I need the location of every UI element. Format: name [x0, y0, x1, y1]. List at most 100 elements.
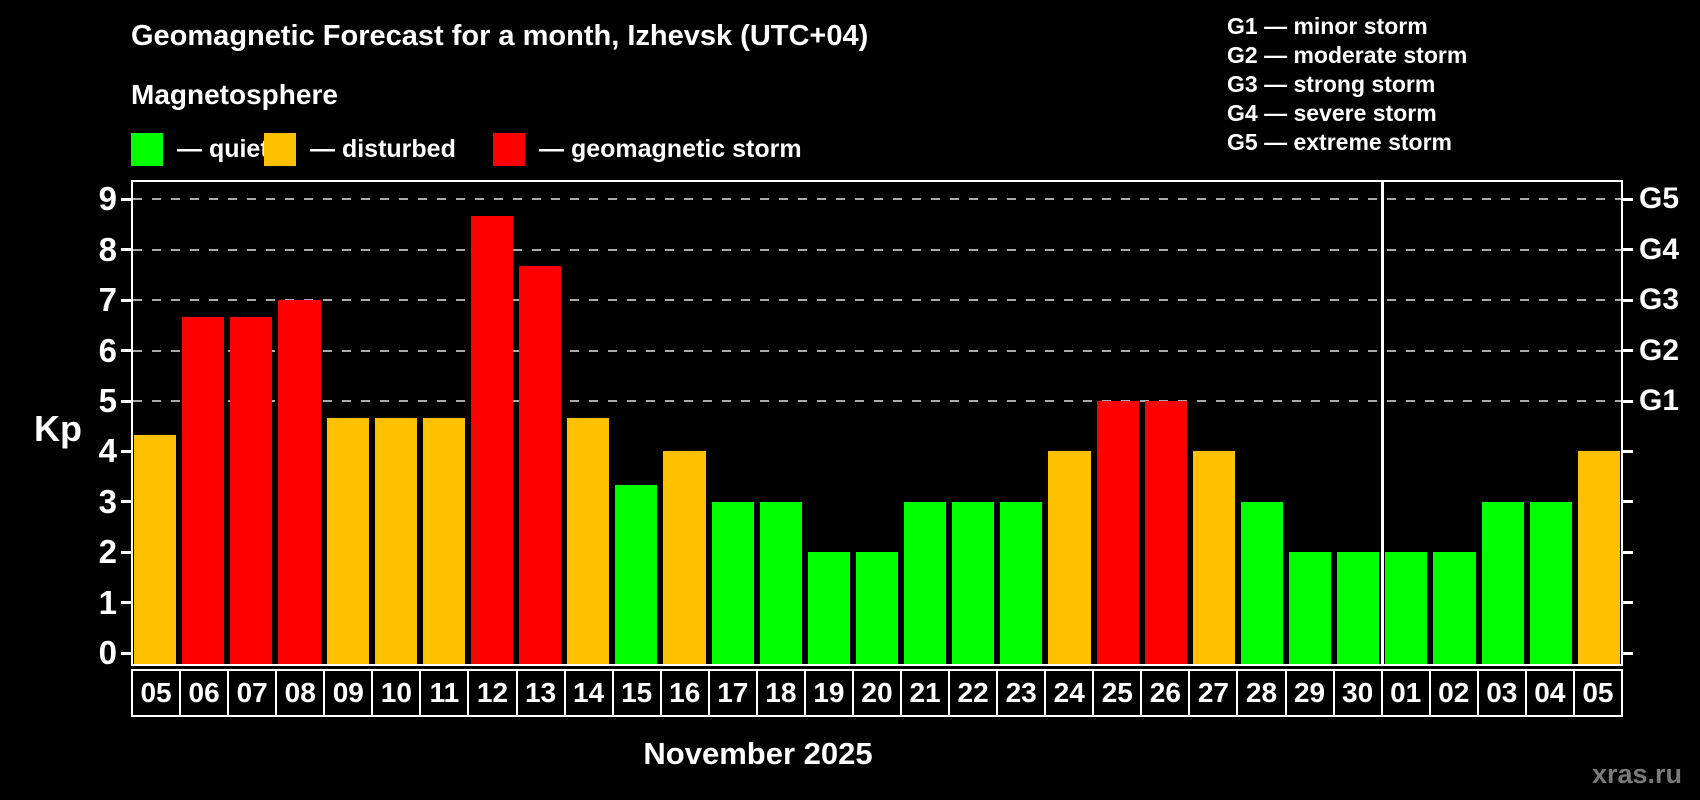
- right-axis-label-g5: G5: [1639, 182, 1680, 216]
- kp-bar-day-17: [711, 501, 754, 666]
- right-tick-kp3: [1623, 500, 1633, 504]
- kp-bar-day-25: [1096, 401, 1139, 666]
- kp-bar-day-14: [567, 417, 610, 666]
- kp-bar-day-07: [230, 316, 273, 666]
- month-label: November 2025: [643, 736, 873, 771]
- day-label-25: 25: [1092, 669, 1143, 717]
- kp-bar-day-30: [1337, 552, 1380, 666]
- right-tick-kp0: [1623, 651, 1633, 655]
- kp-bar-day-03: [1481, 501, 1524, 666]
- right-tick-kp7: [1623, 298, 1633, 302]
- left-tick-kp1: [121, 601, 131, 605]
- y-tick-label-1: 1: [98, 583, 117, 621]
- left-tick-kp2: [121, 550, 131, 554]
- left-tick-kp4: [121, 449, 131, 453]
- left-tick-kp7: [121, 298, 131, 302]
- day-label-08: 08: [275, 669, 326, 717]
- day-label-11: 11: [419, 669, 470, 717]
- y-tick-label-0: 0: [98, 634, 117, 671]
- y-tick-label-4: 4: [98, 432, 117, 470]
- right-tick-kp1: [1623, 601, 1633, 605]
- kp-bar-day-16: [663, 451, 706, 666]
- watermark: xras.ru: [1591, 759, 1682, 789]
- legend-label-quiet: — quiet: [177, 135, 269, 163]
- kp-bar-day-18: [759, 501, 802, 666]
- legend-item-storm: — geomagnetic storm: [493, 133, 802, 166]
- kp-bar-day-11: [422, 417, 465, 666]
- y-tick-label-5: 5: [98, 382, 117, 419]
- kp-bar-day-20: [855, 552, 899, 666]
- day-label-22: 22: [948, 669, 999, 717]
- kp-bar-day-22: [952, 501, 995, 666]
- g-legend-item-g5: G5 — extreme storm: [1227, 129, 1452, 155]
- gridline-kp8: [133, 248, 1621, 251]
- gridline-kp9: [133, 198, 1621, 201]
- day-label-26: 26: [1140, 669, 1191, 717]
- kp-bar-day-12: [470, 216, 514, 666]
- y-axis-title: Kp: [34, 408, 82, 449]
- day-label-16: 16: [659, 669, 710, 717]
- g-legend-item-g3: G3 — strong storm: [1227, 71, 1436, 97]
- day-label-06: 06: [179, 669, 230, 717]
- day-label-21: 21: [900, 669, 951, 717]
- day-label-07: 07: [227, 669, 278, 717]
- kp-bar-day-02: [1433, 552, 1476, 666]
- day-label-28: 28: [1236, 669, 1287, 717]
- y-tick-label-9: 9: [98, 180, 117, 218]
- day-label-20: 20: [851, 669, 902, 717]
- day-label-09: 09: [323, 669, 374, 717]
- day-label-19: 19: [803, 669, 854, 717]
- day-label-14: 14: [563, 669, 614, 717]
- y-tick-label-6: 6: [98, 331, 117, 369]
- legend-item-disturbed: — disturbed: [264, 133, 456, 166]
- y-tick-label-8: 8: [98, 230, 117, 268]
- right-axis-label-g2: G2: [1639, 333, 1680, 367]
- kp-bar-day-15: [615, 485, 658, 666]
- day-label-03: 03: [1476, 669, 1527, 717]
- gridline-kp5: [133, 400, 1621, 402]
- chart-title: Geomagnetic Forecast for a month, Izhevs…: [131, 20, 869, 52]
- y-tick-label-7: 7: [98, 281, 117, 319]
- gridline-kp6: [133, 349, 1621, 352]
- left-tick-kp0: [121, 651, 131, 655]
- magnetosphere-label: Magnetosphere: [131, 79, 338, 110]
- kp-bar-day-27: [1192, 451, 1235, 666]
- day-label-18: 18: [755, 669, 806, 717]
- kp-bar-day-26: [1144, 401, 1187, 666]
- kp-bar-day-24: [1048, 451, 1091, 666]
- kp-bar-day-23: [1000, 501, 1043, 666]
- g-legend-item-g1: G1 — minor storm: [1227, 13, 1428, 39]
- day-label-15: 15: [611, 669, 662, 717]
- g-scale-legend: G1 — minor storm G2 — moderate storm G3 …: [1227, 12, 1467, 157]
- right-axis-label-g4: G4: [1639, 232, 1680, 266]
- day-label-10: 10: [371, 669, 422, 717]
- kp-bar-day-05: [134, 434, 177, 666]
- disturbed-color-swatch: [264, 133, 296, 166]
- right-tick-kp8: [1623, 248, 1633, 252]
- right-tick-kp4: [1623, 449, 1633, 453]
- y-tick-label-2: 2: [98, 533, 117, 571]
- right-tick-kp9: [1623, 197, 1633, 201]
- right-tick-kp6: [1623, 349, 1633, 353]
- month-boundary-line: [1380, 180, 1384, 666]
- kp-bar-day-05: [1577, 451, 1620, 666]
- plot-area: [131, 180, 1623, 666]
- day-label-05: 05: [1572, 669, 1623, 717]
- kp-bar-day-09: [326, 417, 369, 666]
- day-label-12: 12: [467, 669, 518, 717]
- legend-item-quiet: — quiet: [131, 133, 269, 166]
- left-tick-kp3: [121, 500, 131, 504]
- left-tick-kp8: [121, 248, 131, 252]
- day-label-17: 17: [707, 669, 758, 717]
- legend-label-disturbed: — disturbed: [310, 135, 456, 163]
- right-axis-label-g1: G1: [1639, 384, 1680, 417]
- g-legend-item-g2: G2 — moderate storm: [1227, 42, 1468, 68]
- right-axis-label-g3: G3: [1639, 283, 1680, 317]
- left-tick-kp9: [121, 197, 131, 201]
- right-tick-kp2: [1623, 550, 1633, 554]
- left-tick-kp5: [121, 399, 131, 403]
- right-tick-kp5: [1623, 399, 1633, 403]
- kp-bar-day-08: [278, 300, 321, 666]
- storm-color-swatch: [493, 133, 525, 166]
